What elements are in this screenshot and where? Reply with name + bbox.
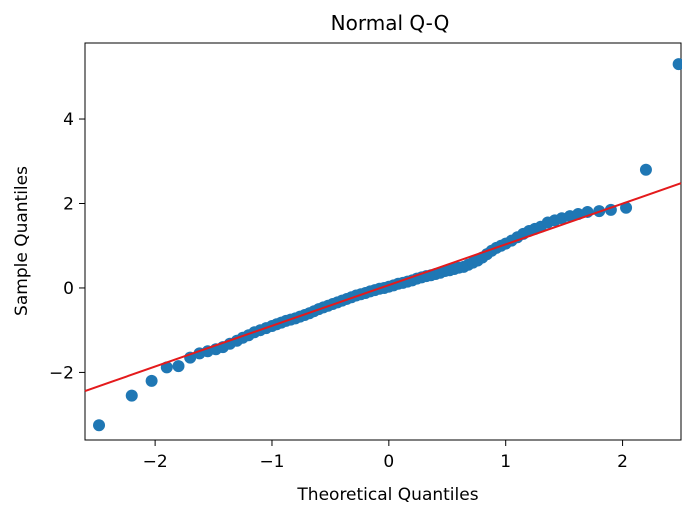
x-axis-label: Theoretical Quantiles xyxy=(296,485,478,505)
data-point xyxy=(125,389,138,402)
data-point xyxy=(93,419,106,432)
x-tick-label: −2 xyxy=(143,452,168,472)
x-tick-label: −1 xyxy=(259,452,284,472)
data-point xyxy=(672,58,682,71)
y-tick-label: 2 xyxy=(63,194,74,214)
y-tick-label: −2 xyxy=(49,363,74,383)
y-tick-label: 0 xyxy=(63,279,74,299)
chart-title: Normal Q-Q xyxy=(331,11,450,35)
axes-frame xyxy=(84,42,682,441)
points-layer xyxy=(93,58,682,432)
reference-line xyxy=(84,182,682,392)
plot-area xyxy=(84,42,682,441)
x-tick-label: 2 xyxy=(617,452,628,472)
data-point xyxy=(639,163,652,176)
x-tick-label: 0 xyxy=(383,452,394,472)
data-point xyxy=(620,201,633,214)
y-ticks: −2 0 2 4 xyxy=(49,110,85,383)
y-tick-label: 4 xyxy=(63,110,74,130)
x-ticks: −2 −1 0 1 2 xyxy=(143,440,628,472)
data-point xyxy=(145,374,158,387)
y-axis-label: Sample Quantiles xyxy=(12,166,32,316)
data-point xyxy=(172,360,185,373)
x-tick-label: 1 xyxy=(500,452,511,472)
